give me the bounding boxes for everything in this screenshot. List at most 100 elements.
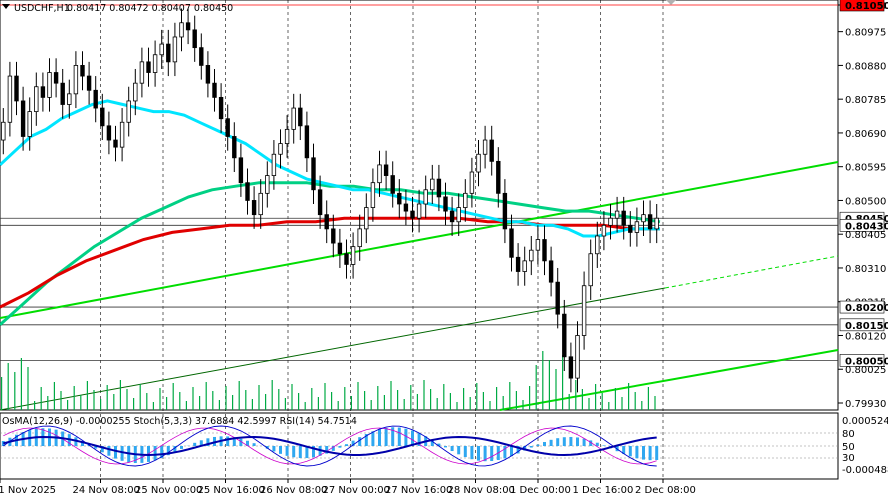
- time-tick-label: 27 Nov 00:00: [323, 485, 390, 496]
- price-tick-label: 0.79930: [845, 399, 886, 410]
- volume-bar: [568, 394, 570, 410]
- volume-bar: [364, 391, 366, 410]
- candle-body: [482, 139, 488, 155]
- osma-bar: [595, 442, 599, 446]
- osma-bar: [556, 438, 560, 446]
- volume-bar: [390, 381, 392, 410]
- volume-bar: [1, 377, 3, 410]
- osma-bar: [94, 446, 98, 449]
- candle-body: [245, 182, 250, 201]
- osma-bar: [114, 446, 117, 459]
- volume-bar: [383, 395, 385, 410]
- candle-body: [152, 54, 158, 73]
- volume-bar: [179, 392, 181, 410]
- candle-body: [238, 157, 244, 184]
- candle-body: [595, 235, 600, 255]
- header: USDCHF,H1 0.80417 0.80472 0.80407 0.8045…: [2, 0, 676, 14]
- candle-body: [344, 253, 349, 265]
- osma-bar: [153, 446, 157, 461]
- price-level-label: 0.81050: [845, 1, 888, 12]
- volume-bar: [34, 401, 36, 410]
- price-level-label: 0.80050: [845, 356, 888, 367]
- osma-bar: [239, 438, 243, 446]
- osma-bar: [457, 446, 461, 455]
- volume-bar: [73, 386, 75, 410]
- candle-body: [192, 29, 197, 49]
- time-tick-label: 27 Nov 16:00: [385, 485, 452, 496]
- osma-bar: [246, 440, 249, 446]
- candle-body: [73, 65, 79, 95]
- osma-bar: [602, 445, 606, 446]
- indicator-plot[interactable]: [0, 412, 839, 480]
- volume-bar: [232, 395, 234, 410]
- osma-bar: [628, 446, 632, 457]
- candle-body: [311, 157, 316, 191]
- osma-bar: [463, 446, 467, 458]
- osma-bar: [569, 436, 573, 446]
- volume-bar: [324, 383, 326, 410]
- volume-bars: [1, 351, 656, 410]
- candle-body: [232, 136, 237, 159]
- osma-bar: [160, 446, 164, 458]
- price-tick-label: 0.80405: [845, 230, 886, 241]
- volume-bar: [119, 380, 121, 410]
- osma-bar: [411, 430, 414, 446]
- osma-bar: [549, 439, 553, 446]
- price-tick-label: 0.80500: [845, 196, 886, 207]
- volume-bar: [27, 367, 29, 410]
- volume-bar: [397, 390, 399, 410]
- osma-bar: [384, 427, 388, 446]
- volume-bar: [634, 392, 636, 410]
- volume-bar: [357, 382, 359, 410]
- osma-bar: [272, 446, 276, 452]
- volume-bar: [601, 393, 603, 410]
- osma-bar: [312, 446, 315, 458]
- candle-body: [522, 260, 527, 272]
- candle-body: [621, 210, 626, 226]
- candle-body: [113, 139, 118, 148]
- candle-body: [80, 65, 85, 77]
- volume-bar: [172, 383, 174, 410]
- rsi-line: [3, 435, 657, 457]
- candle-body: [350, 246, 356, 265]
- candle-body: [410, 210, 415, 219]
- candle-body: [119, 121, 125, 148]
- volume-bar: [423, 380, 425, 410]
- candle-body: [60, 82, 65, 105]
- candle-body: [324, 214, 329, 230]
- candle-body: [20, 100, 26, 137]
- volume-bar: [317, 397, 319, 410]
- candle-body: [364, 207, 369, 230]
- osma-bar: [523, 446, 527, 451]
- osma-bar: [193, 442, 197, 446]
- osma-bar: [378, 429, 381, 446]
- stoch-signal-line: [3, 427, 657, 465]
- candle-body: [27, 111, 32, 137]
- price-axis: 0.81050 0.80975 0.80880 0.80785 0.80690 0.805…: [838, 0, 888, 410]
- chart-shift-marker-icon[interactable]: [666, 0, 676, 5]
- candle-body: [515, 256, 521, 272]
- volume-bar: [463, 388, 465, 410]
- candle-body: [548, 260, 554, 283]
- osma-bar: [642, 446, 645, 460]
- volume-bar: [40, 387, 42, 410]
- candle-body: [542, 239, 547, 262]
- candle-body: [476, 153, 481, 173]
- volume-bar: [278, 389, 280, 410]
- candle-body: [416, 203, 422, 219]
- osma-bar: [536, 444, 540, 446]
- main-plot[interactable]: [0, 0, 839, 479]
- volume-bar: [535, 365, 537, 410]
- volume-bar: [410, 385, 412, 410]
- candle-body: [199, 47, 204, 66]
- volume-bar: [489, 401, 491, 410]
- osma-bar: [279, 446, 282, 454]
- collapse-triangle-icon[interactable]: [2, 4, 10, 9]
- price-level-box: [839, 354, 885, 367]
- osma-bar: [285, 446, 289, 456]
- osma-bar: [450, 446, 454, 452]
- volume-bar: [67, 400, 69, 410]
